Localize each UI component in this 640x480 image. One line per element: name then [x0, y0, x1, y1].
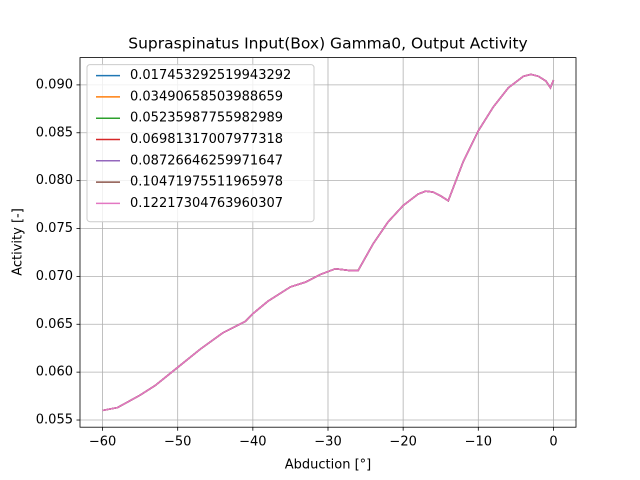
- y-tick-label: 0.080: [36, 173, 73, 188]
- x-tick-label: −20: [389, 435, 416, 450]
- legend-label: 0.08726646259971647: [130, 153, 283, 168]
- legend-label: 0.06981317007977318: [130, 132, 283, 147]
- legend-label: 0.017453292519943292: [130, 68, 291, 83]
- x-tick-label: −60: [89, 435, 116, 450]
- x-axis-label: Abduction [°]: [285, 458, 371, 473]
- y-axis-label: Activity [-]: [11, 208, 26, 276]
- x-tick-label: −50: [164, 435, 191, 450]
- y-tick-label: 0.085: [36, 125, 73, 140]
- legend-label: 0.12217304763960307: [130, 196, 283, 211]
- x-tick-label: −10: [465, 435, 492, 450]
- x-tick-label: −30: [314, 435, 341, 450]
- y-tick-label: 0.055: [36, 413, 73, 428]
- line: [102, 73, 555, 412]
- x-tick-label: −40: [239, 435, 266, 450]
- legend-label: 0.03490658503988659: [130, 89, 283, 104]
- y-tick-label: 0.065: [36, 317, 73, 332]
- axes-frame: [79, 57, 577, 428]
- x-tick-label: 0: [549, 435, 557, 450]
- legend-label: 0.05235987755982989: [130, 111, 283, 126]
- chart-title: Supraspinatus Input(Box) Gamma0, Output …: [128, 35, 527, 53]
- legend-box: [86, 64, 315, 223]
- y-tick-label: 0.060: [36, 365, 73, 380]
- legend-label: 0.10471975511965978: [130, 175, 283, 190]
- y-tick-label: 0.070: [36, 269, 73, 284]
- y-tick-label: 0.075: [36, 221, 73, 236]
- y-tick-label: 0.090: [36, 77, 73, 92]
